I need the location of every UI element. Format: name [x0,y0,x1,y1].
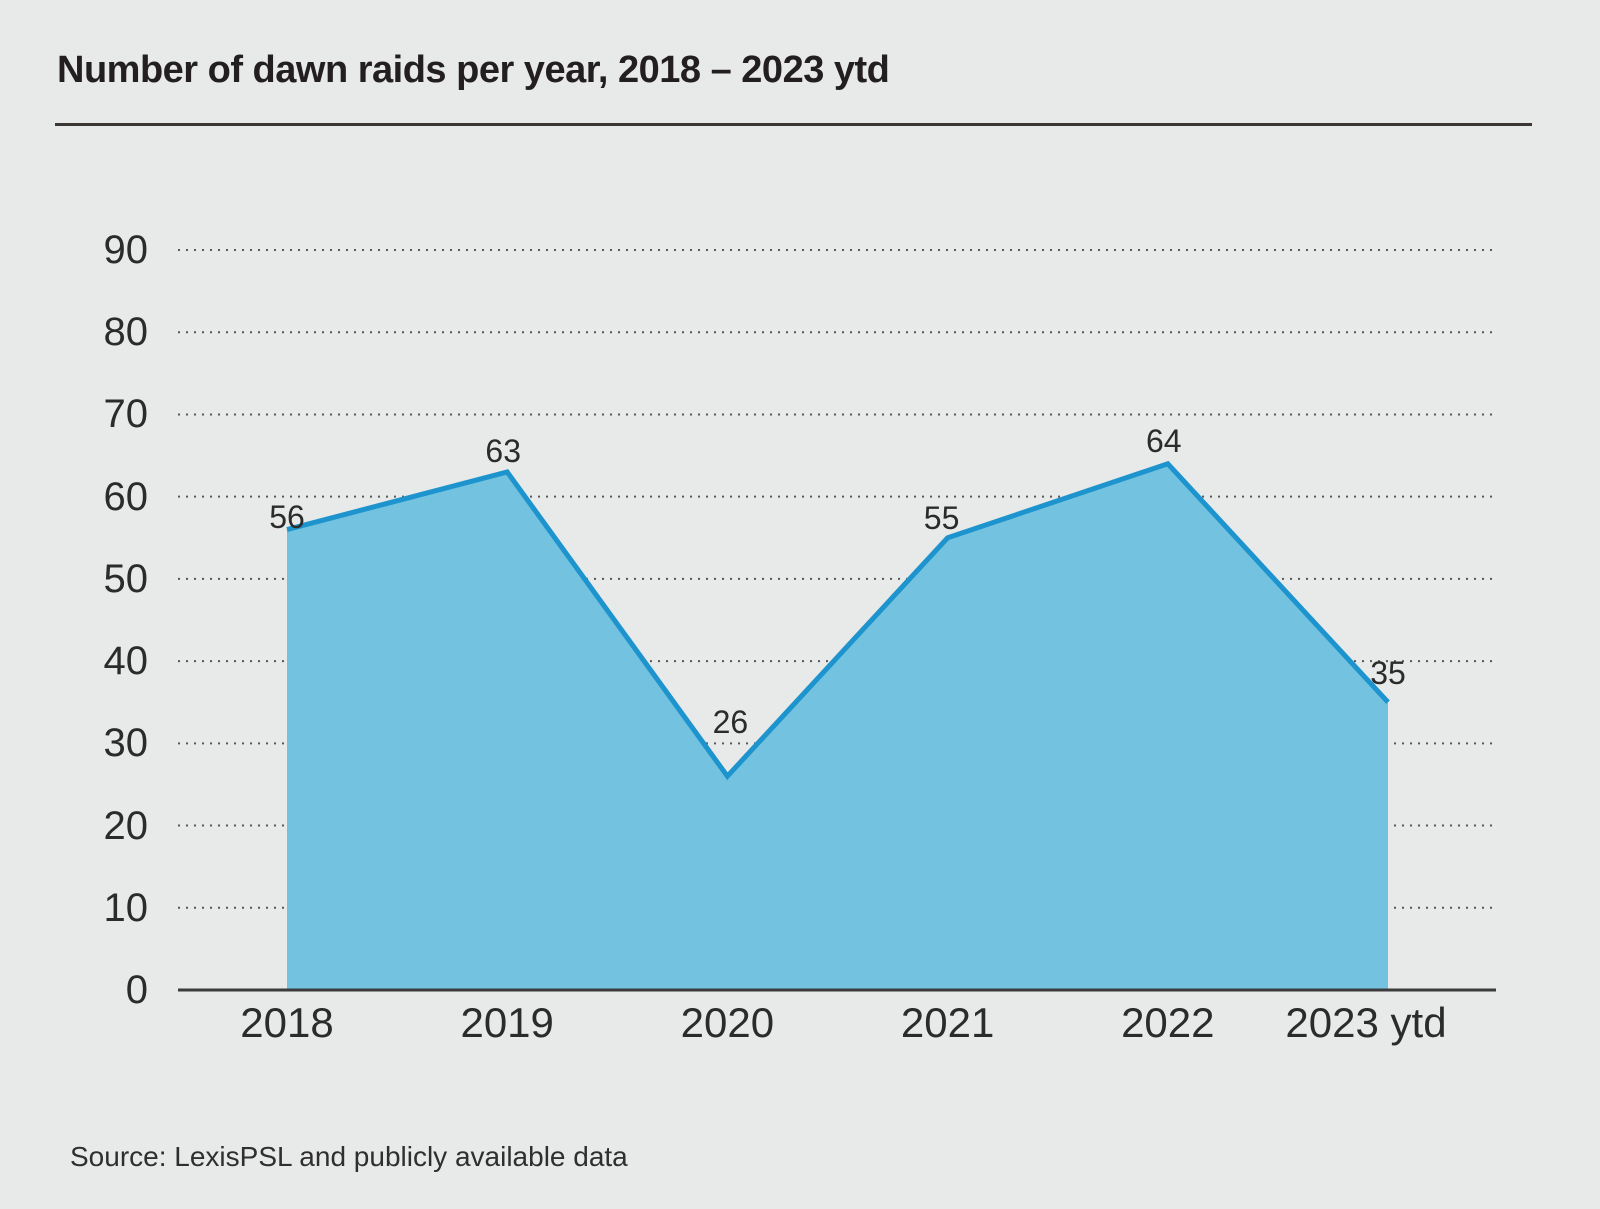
x-tick-label-5: 2023 ytd [1285,999,1447,1046]
y-tick-label-70: 70 [103,392,149,437]
y-tick-label-50: 50 [103,556,149,601]
x-tick-label-0: 2018 [240,999,334,1046]
area-line [286,460,1390,781]
y-tick-label-90: 90 [103,228,149,272]
data-label-2023 ytd: 35 [1370,655,1406,692]
data-label-2022: 64 [1146,422,1182,459]
x-tick-label-1: 2019 [460,999,554,1046]
x-tick-label-4: 2022 [1121,999,1215,1046]
y-tick-label-80: 80 [103,310,149,355]
data-label-2021: 55 [923,499,960,536]
source-note: Source: LexisPSL and publicly available … [70,1141,628,1172]
chart-title: Number of dawn raids per year, 2018 – 20… [57,49,890,91]
area-fill [287,463,1388,990]
y-tick-label-0: 0 [125,968,148,1012]
x-tick-label-2: 2020 [680,999,775,1046]
y-tick-label-10: 10 [103,885,149,930]
y-tick-label-20: 20 [103,803,149,848]
x-tick-label-3: 2021 [900,999,995,1046]
data-label-2019: 63 [485,433,521,469]
data-label-2020: 26 [712,704,749,741]
y-tick-label-40: 40 [103,639,149,684]
data-label-2018: 56 [269,498,305,535]
title-rule [55,123,1532,126]
y-tick-label-30: 30 [103,721,149,766]
y-tick-label-60: 60 [103,474,149,519]
